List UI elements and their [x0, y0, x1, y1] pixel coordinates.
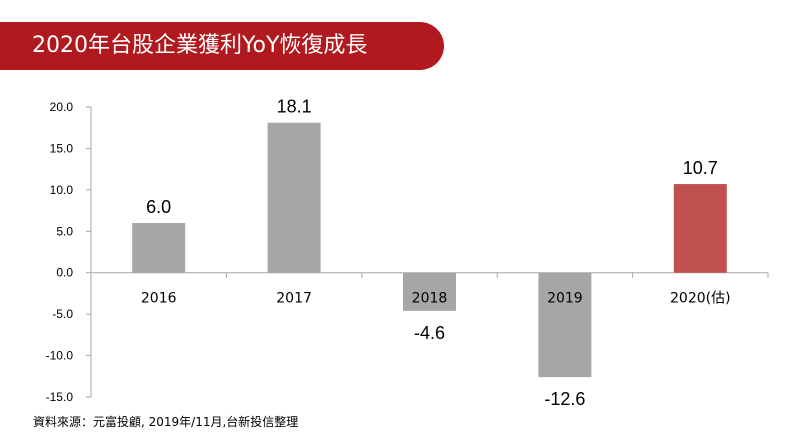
y-tick-label: 15.0 — [50, 141, 74, 155]
y-tick-label: -15.0 — [46, 390, 74, 404]
data-label: 6.0 — [146, 197, 171, 217]
data-label: -12.6 — [544, 389, 585, 409]
y-tick-label: 5.0 — [56, 224, 73, 238]
y-tick-label: -10.0 — [46, 349, 74, 363]
x-tick-label: 2017 — [276, 291, 312, 307]
bar-2016 — [132, 223, 186, 273]
chart-title: 2020年台股企業獲利YoY恢復成長 — [32, 33, 368, 58]
y-tick-label: 10.0 — [50, 183, 74, 197]
y-tick-label: -5.0 — [52, 307, 73, 321]
data-label: 10.7 — [683, 158, 718, 178]
source-note: 資料來源：元富投顧, 2019年/11月,台新投信整理 — [33, 415, 299, 429]
x-tick-label: 2018 — [412, 291, 448, 307]
x-tick-label: 2019 — [547, 291, 583, 307]
y-tick-label: 20.0 — [50, 100, 74, 114]
bar-2020(估) — [673, 184, 727, 273]
data-label: 18.1 — [277, 97, 312, 117]
x-tick-label: 2016 — [141, 291, 177, 307]
data-label: -4.6 — [414, 323, 445, 343]
y-tick-label: 0.0 — [56, 266, 73, 280]
bar-2018 — [403, 272, 456, 311]
bar-2017 — [267, 122, 321, 273]
x-tick-label: 2020(估) — [670, 291, 731, 307]
bar-2019 — [538, 272, 592, 378]
title-banner: 2020年台股企業獲利YoY恢復成長 — [0, 22, 444, 70]
